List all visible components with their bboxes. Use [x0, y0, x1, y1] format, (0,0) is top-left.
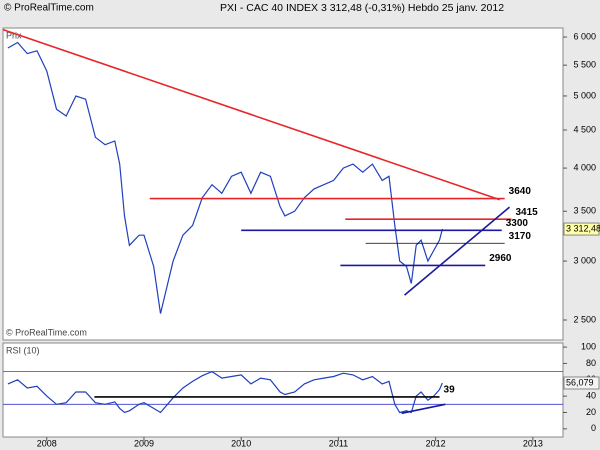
- y-tick-label: 4 000: [573, 162, 596, 172]
- price-line: [7, 41, 443, 314]
- last-value-box: [563, 376, 600, 390]
- x-tick-label: 2008: [37, 438, 57, 448]
- y-tick-label: 20: [586, 407, 596, 417]
- y-tick-label: 100: [581, 341, 596, 351]
- trendline: [404, 206, 511, 296]
- level-label: 39: [444, 385, 456, 396]
- x-tick-label: 2010: [231, 438, 251, 448]
- y-tick-label: 2 500: [573, 314, 596, 324]
- y-axis-label: RSI (10): [6, 345, 40, 355]
- y-tick-label: 4 500: [573, 124, 596, 134]
- rsi-panel: [2, 342, 564, 438]
- x-tick-label: 2013: [523, 438, 543, 448]
- level-label: 3170: [509, 231, 532, 242]
- y-tick-label: 3 500: [573, 206, 596, 216]
- last-value-box: [563, 222, 600, 236]
- y-tick-label: 80: [586, 358, 596, 368]
- trendline: [401, 403, 446, 415]
- y-tick-label: 6 000: [573, 31, 596, 41]
- y-axis-label: Prix: [6, 30, 22, 40]
- trendline: [2, 28, 501, 201]
- last-value-label: 56,079: [566, 377, 594, 387]
- x-tick-label: 2012: [426, 438, 446, 448]
- y-tick-label: 40: [586, 391, 596, 401]
- y-tick-label: 5 000: [573, 90, 596, 100]
- source: © ProRealTime.com: [4, 3, 94, 14]
- y-tick-label: 0: [591, 423, 596, 433]
- chart-title: PXI - CAC 40 INDEX 3 312,48 (-0,31%) Heb…: [220, 2, 504, 14]
- level-label: 3415: [515, 207, 538, 218]
- level-label: 3640: [509, 186, 532, 197]
- x-tick-label: 2011: [329, 438, 348, 448]
- y-tick-label: 5 500: [573, 60, 596, 70]
- price-line: [7, 370, 443, 414]
- price-panel: [2, 27, 564, 341]
- x-tick-label: 2009: [134, 438, 154, 448]
- source: © ProRealTime.com: [6, 327, 87, 337]
- level-label: 2960: [489, 253, 512, 264]
- last-value-label: 3 312,48: [566, 223, 600, 233]
- y-tick-label: 3 000: [573, 255, 596, 265]
- level-label: 3300: [506, 218, 529, 229]
